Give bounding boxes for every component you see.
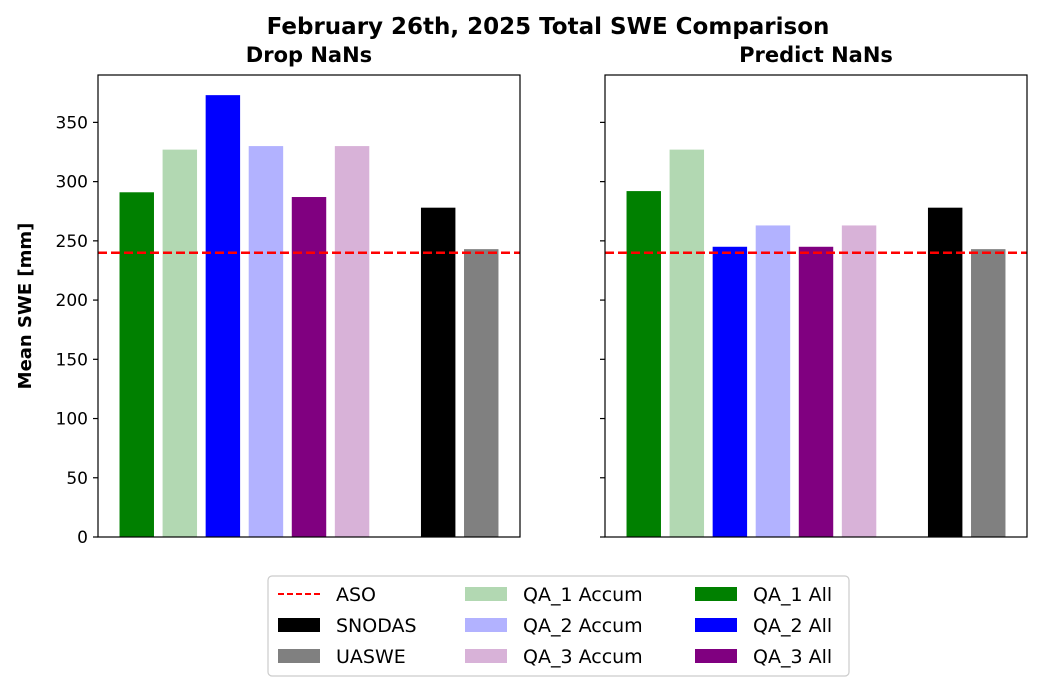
legend-item: ASO (278, 584, 376, 606)
bar-qa-2-all (712, 246, 748, 537)
legend-patch-swatch (278, 618, 320, 632)
bar-qa-2-all (205, 95, 241, 537)
legend-label: QA_2 Accum (523, 615, 643, 637)
bar-qa-1-all (119, 192, 154, 537)
legend-patch-swatch (695, 618, 737, 632)
legend-patch-swatch (465, 649, 507, 663)
bar-snodas (927, 207, 963, 537)
chart-legend: ASO SNODAS UASWE QA_1 Accum QA_2 Accum QA_3 A… (267, 575, 850, 677)
legend-patch-swatch (695, 587, 737, 601)
legend-label: QA_1 All (753, 584, 832, 606)
legend-label: UASWE (336, 646, 406, 668)
y-tick-label: 350 (56, 113, 88, 133)
panel-title: Predict NaNs (739, 43, 893, 67)
axes-frame (97, 74, 521, 538)
legend-label: SNODAS (336, 615, 417, 637)
y-tick-label: 100 (56, 410, 88, 430)
bar-uaswe (971, 249, 1006, 537)
bar-snodas (420, 207, 456, 537)
legend-item: QA_2 All (695, 615, 832, 637)
y-tick-label: 0 (77, 528, 88, 548)
legend-item: QA_3 Accum (465, 646, 643, 668)
legend-item: SNODAS (278, 615, 417, 637)
legend-patch-swatch (465, 587, 507, 601)
legend-label: QA_1 Accum (523, 584, 643, 606)
bar-qa-3-accum (334, 146, 370, 537)
legend-label: QA_3 All (753, 646, 832, 668)
legend-item: UASWE (278, 646, 406, 668)
bar-qa-3-all (291, 197, 327, 537)
legend-patch-swatch (695, 649, 737, 663)
legend-item: QA_2 Accum (465, 615, 643, 637)
bar-qa-2-accum (755, 225, 791, 537)
panel-drop-nans: Drop NaNs 0 50 100 150 200 250 300 350 (56, 43, 521, 548)
legend-patch-swatch (278, 649, 320, 663)
bar-qa-1-accum (669, 149, 705, 537)
axes-frame (604, 74, 1028, 538)
legend-patch-swatch (465, 618, 507, 632)
bar-qa-2-accum (248, 146, 284, 537)
legend-item: QA_1 Accum (465, 584, 643, 606)
panel-predict-nans: Predict NaNs (600, 43, 1028, 538)
y-tick-label: 250 (56, 232, 88, 252)
chart-suptitle: February 26th, 2025 Total SWE Comparison (267, 14, 830, 40)
y-tick-label: 300 (56, 173, 88, 193)
panel-title: Drop NaNs (246, 43, 372, 67)
y-tick-label: 200 (56, 291, 88, 311)
legend-label: QA_2 All (753, 615, 832, 637)
bar-qa-3-accum (841, 225, 877, 537)
bar-qa-3-all (798, 246, 834, 537)
legend-item: QA_1 All (695, 584, 832, 606)
legend-label: QA_3 Accum (523, 646, 643, 668)
y-tick-label: 50 (66, 469, 88, 489)
bar-uaswe (464, 249, 499, 537)
y-tick-label: 150 (56, 350, 88, 370)
bar-qa-1-accum (162, 149, 198, 537)
legend-label: ASO (336, 584, 376, 606)
y-axis-label: Mean SWE [mm] (15, 223, 36, 390)
bar-qa-1-all (626, 191, 661, 537)
legend-item: QA_3 All (695, 646, 832, 668)
